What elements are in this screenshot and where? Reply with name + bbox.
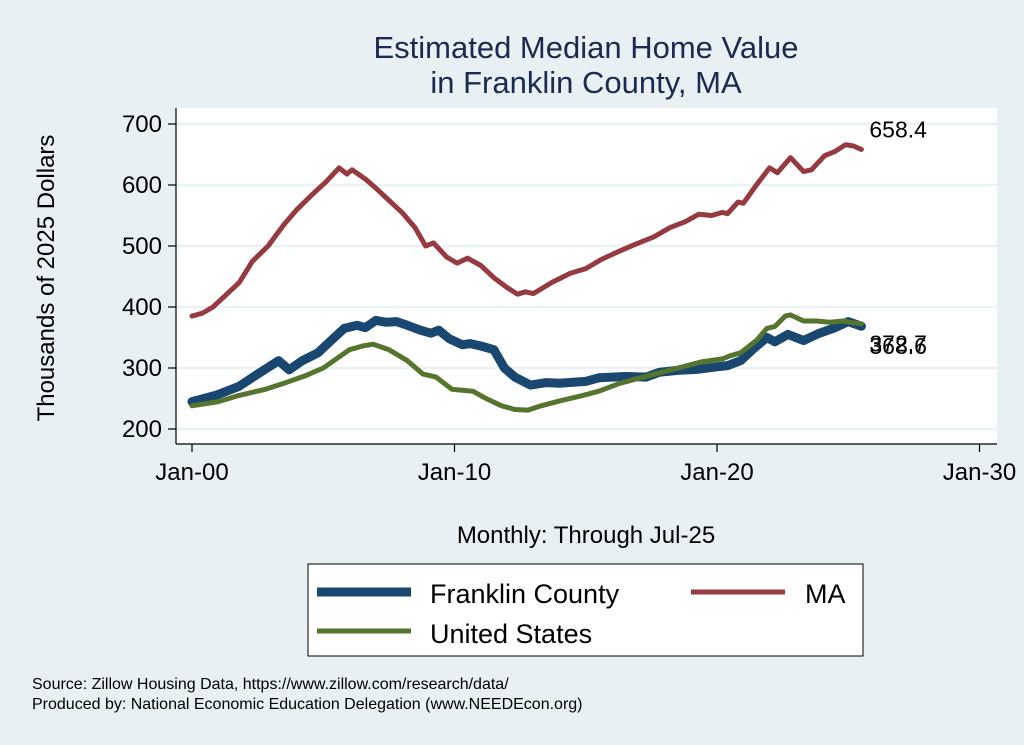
plot-area xyxy=(176,108,997,444)
x-axis-title: Monthly: Through Jul-25 xyxy=(457,522,715,549)
source-note: Source: Zillow Housing Data, https://www… xyxy=(32,676,509,693)
end-label-franklin-county: 368.6 xyxy=(869,333,927,359)
x-tick-label: Jan-10 xyxy=(418,459,491,486)
legend-label-ma: MA xyxy=(805,579,846,609)
y-tick-label: 400 xyxy=(122,294,162,321)
x-tick-label: Jan-30 xyxy=(943,459,1016,486)
y-tick-label: 500 xyxy=(122,233,162,260)
legend-label-united-states: United States xyxy=(430,619,592,649)
series-line-franklin-county xyxy=(187,315,866,407)
series-line-ma xyxy=(189,142,864,319)
y-axis-title: Thousands of 2025 Dollars xyxy=(33,135,60,422)
y-tick-label: 200 xyxy=(122,416,162,443)
x-tick-label: Jan-20 xyxy=(680,459,753,486)
y-tick-label: 300 xyxy=(122,355,162,382)
legend-label-franklin-county: Franklin County xyxy=(430,579,620,609)
y-axis-ticks: 200 300 400 500 600 700 xyxy=(122,111,176,443)
gridlines xyxy=(176,122,997,431)
series-line-united-states xyxy=(189,312,864,413)
series-layer xyxy=(187,142,866,413)
y-tick-label: 700 xyxy=(122,111,162,138)
x-axis-ticks: Jan-00 Jan-10 Jan-20 Jan-30 xyxy=(155,444,1016,486)
legend-box xyxy=(307,563,864,657)
y-tick-label: 600 xyxy=(122,172,162,199)
x-tick-label: Jan-00 xyxy=(155,459,228,486)
chart-title-line-2: in Franklin County, MA xyxy=(430,65,742,100)
end-label-ma: 658.4 xyxy=(869,116,927,142)
legend: Franklin County MA United States xyxy=(307,563,864,657)
end-label-united-states: 372.7 xyxy=(869,331,927,357)
chart-title-line-1: Estimated Median Home Value xyxy=(373,30,798,65)
produced-by-note: Produced by: National Economic Education… xyxy=(32,696,583,713)
